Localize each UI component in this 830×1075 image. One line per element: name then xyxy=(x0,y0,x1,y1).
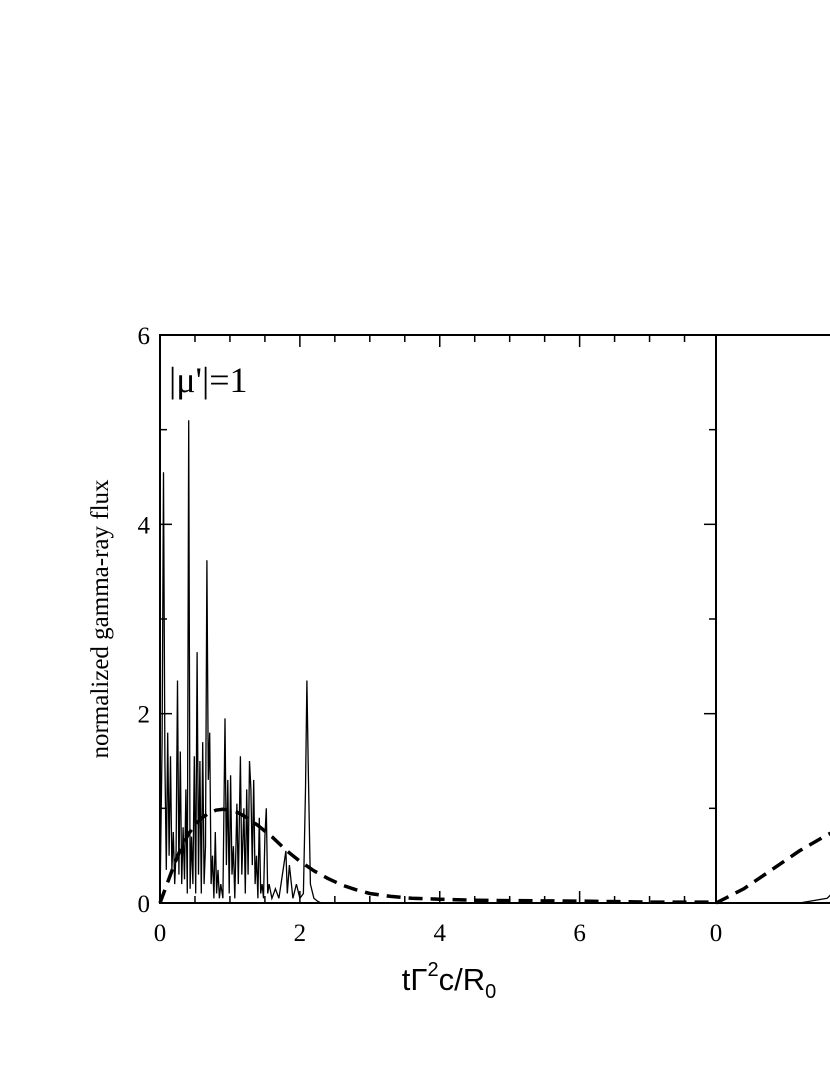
y-tick-label: 6 xyxy=(138,323,151,350)
tick-labels: 0 2 4 6 0 2 4 6 0 xyxy=(138,323,723,947)
x-tick-label: 6 xyxy=(573,920,586,947)
y-tick-label: 4 xyxy=(138,512,151,539)
x-tick-label: 2 xyxy=(294,920,307,947)
y-axis-label: normalized gamma-ray flux xyxy=(87,479,114,759)
series-dashed-panel-2 xyxy=(715,831,830,905)
tick-marks xyxy=(160,334,716,904)
series-solid-panel-1 xyxy=(159,420,716,904)
x-tick-label: 0 xyxy=(154,920,167,947)
series-layer xyxy=(158,420,830,905)
x-tick-label: 4 xyxy=(433,920,446,947)
series-solid-panel-2 xyxy=(716,894,830,904)
panel-annotation: |μ'|=1 xyxy=(169,360,248,400)
y-tick-label: 0 xyxy=(138,891,151,918)
x-axis-label: tΓ2c/R0 xyxy=(402,959,496,1003)
y-tick-label: 2 xyxy=(138,702,151,729)
x-tick-label: 0 xyxy=(710,920,723,947)
series-dashed-panel-1 xyxy=(158,807,716,904)
